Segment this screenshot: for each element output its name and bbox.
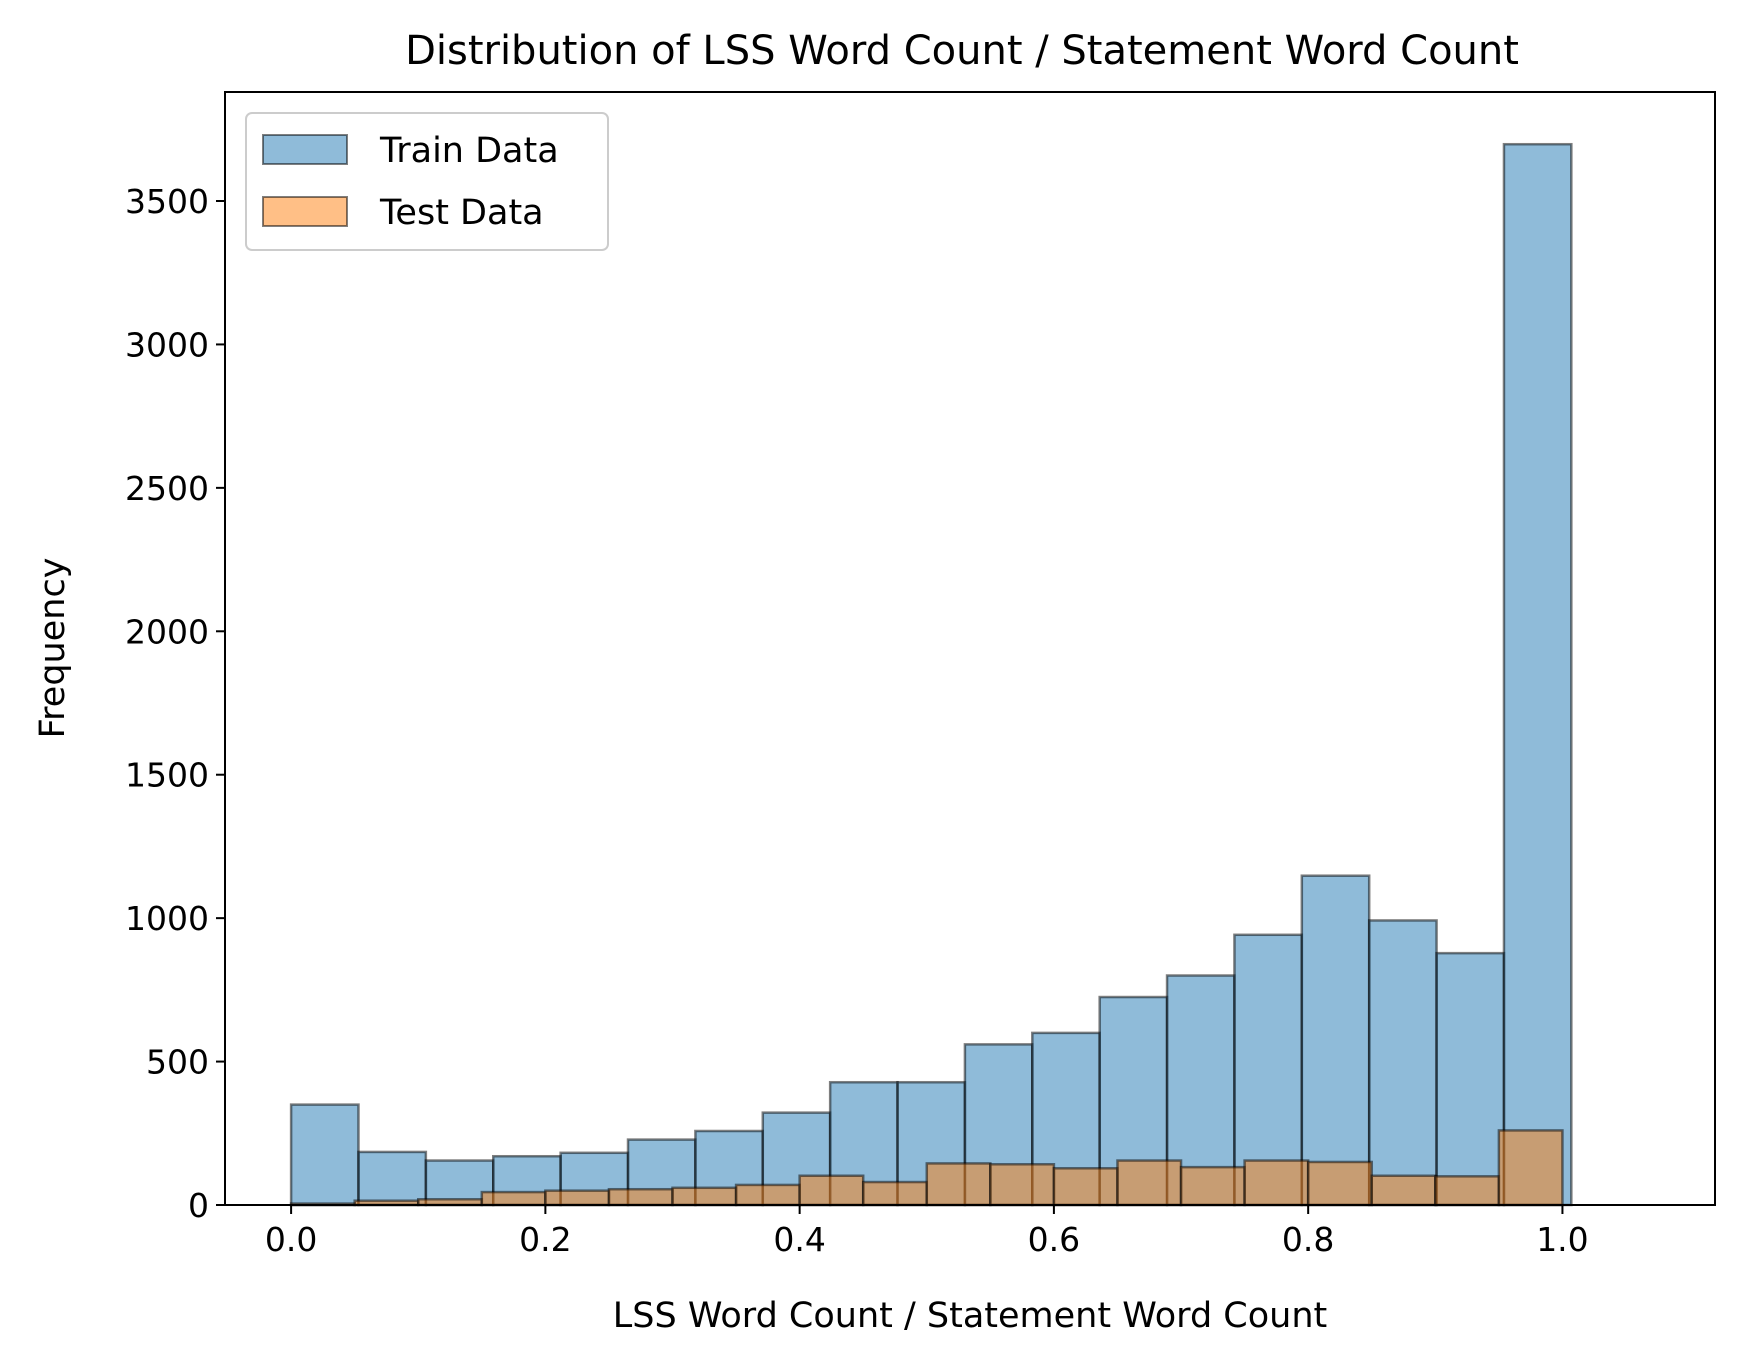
bar-train-1 — [357, 1150, 428, 1207]
chart-title: Distribution of LSS Word Count / Stateme… — [405, 28, 1519, 74]
x-tick-label-3: 0.6 — [1028, 1220, 1080, 1259]
y-tick-label-1: 500 — [146, 1043, 209, 1082]
y-tick-label-3: 1500 — [125, 756, 209, 795]
legend-label-test: Test Data — [379, 193, 544, 233]
bar-test-8 — [798, 1174, 865, 1207]
bar-train-16 — [1367, 919, 1438, 1207]
x-tick-label-4: 0.8 — [1282, 1220, 1334, 1259]
bar-test-16 — [1306, 1160, 1373, 1207]
bar-test-18 — [1434, 1175, 1501, 1207]
bar-train-18 — [1502, 142, 1573, 1207]
bar-test-14 — [1179, 1165, 1246, 1207]
legend: Train Data Test Data — [245, 112, 609, 251]
x-tick-label-5: 1.0 — [1536, 1220, 1588, 1259]
y-tick-label-4: 2000 — [125, 612, 209, 651]
x-tick-label-2: 0.4 — [773, 1220, 825, 1259]
y-tick-label-6: 3000 — [125, 325, 209, 364]
bar-test-4 — [544, 1189, 611, 1207]
bar-test-15 — [1243, 1159, 1310, 1207]
bar-test-5 — [607, 1187, 674, 1207]
legend-swatch-train — [262, 134, 348, 165]
legend-swatch-test — [262, 196, 348, 227]
bar-test-12 — [1052, 1167, 1119, 1207]
x-tick-label-1: 0.2 — [519, 1220, 571, 1259]
x-axis-label: LSS Word Count / Statement Word Count — [613, 1296, 1327, 1336]
bar-test-9 — [861, 1180, 929, 1207]
legend-label-train: Train Data — [379, 131, 559, 171]
bar-test-3 — [480, 1190, 547, 1207]
bars-layer — [289, 142, 1573, 1207]
y-tick-label-0: 0 — [188, 1186, 209, 1225]
bar-test-7 — [734, 1183, 801, 1207]
y-tick-label-7: 3500 — [125, 182, 209, 221]
bar-test-11 — [989, 1163, 1056, 1207]
plot-frame — [224, 91, 1716, 1206]
y-tick-label-2: 1000 — [125, 899, 209, 938]
bar-train-0 — [289, 1103, 360, 1207]
bar-test-6 — [671, 1186, 738, 1207]
bar-train-15 — [1300, 874, 1371, 1207]
bar-train-17 — [1435, 951, 1506, 1207]
y-axis-label: Frequency — [33, 558, 73, 739]
y-axis-ticks: 0 500 1000 1500 2000 2500 3000 3500 — [125, 182, 225, 1225]
bar-test-13 — [1116, 1159, 1183, 1207]
bar-test-19 — [1497, 1129, 1564, 1207]
bar-test-10 — [925, 1162, 992, 1207]
x-axis-ticks: 0.0 0.2 0.4 0.6 0.8 1.0 — [265, 1205, 1589, 1259]
x-tick-label-0: 0.0 — [265, 1220, 317, 1259]
bar-test-17 — [1370, 1174, 1437, 1207]
y-tick-label-5: 2500 — [125, 469, 209, 508]
